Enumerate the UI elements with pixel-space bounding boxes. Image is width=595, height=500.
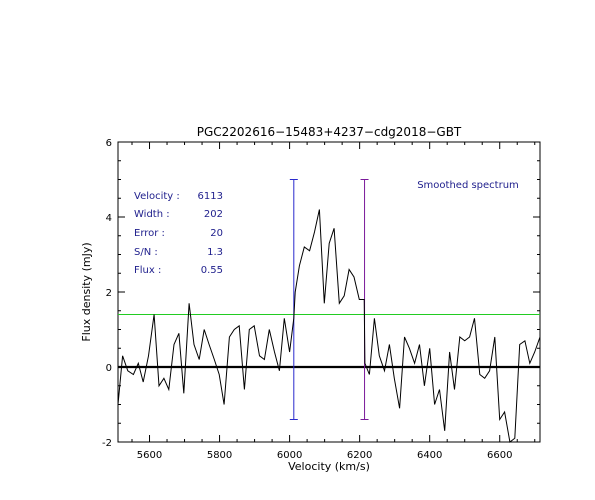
- spectrum-series: [117, 209, 541, 443]
- stat-flux-value: 0.55: [201, 265, 223, 276]
- chart-title: PGC2202616−15483+4237−cdg2018−GBT: [197, 125, 462, 139]
- stat-sn-value: 1.3: [207, 247, 223, 258]
- stat-velocity-label: Velocity :: [134, 191, 180, 202]
- x-ticks: 5600 5800 6000 6200 6400 6600: [131, 142, 536, 461]
- x-tick-label: 5800: [207, 450, 232, 461]
- x-tick-label: 6000: [277, 450, 302, 461]
- x-tick-label: 6200: [347, 450, 372, 461]
- stat-sn-label: S/N :: [134, 247, 158, 258]
- x-tick-label: 6400: [417, 450, 442, 461]
- y-tick-label: 0: [106, 363, 112, 374]
- stat-width-value: 202: [204, 209, 223, 220]
- stat-error-label: Error :: [134, 228, 165, 239]
- stats-block: Velocity : 6113 Width : 202 Error : 20 S…: [134, 191, 223, 276]
- stat-velocity-value: 6113: [198, 191, 223, 202]
- y-axis-label: Flux density (mJy): [80, 242, 93, 341]
- legend-smoothed-spectrum: Smoothed spectrum: [417, 180, 519, 191]
- spectrum-line: [117, 209, 541, 443]
- y-tick-label: 2: [106, 288, 112, 299]
- x-tick-label: 5600: [137, 450, 162, 461]
- stat-flux-label: Flux :: [134, 265, 161, 276]
- y-tick-label: 4: [106, 213, 112, 224]
- x-axis-label: Velocity (km/s): [288, 460, 370, 473]
- y-tick-label: 6: [106, 138, 112, 149]
- x-tick-label: 6600: [487, 450, 512, 461]
- y-tick-label: -2: [102, 438, 112, 449]
- stat-error-value: 20: [210, 228, 223, 239]
- stat-width-label: Width :: [134, 209, 170, 220]
- velocity-markers: [289, 179, 369, 420]
